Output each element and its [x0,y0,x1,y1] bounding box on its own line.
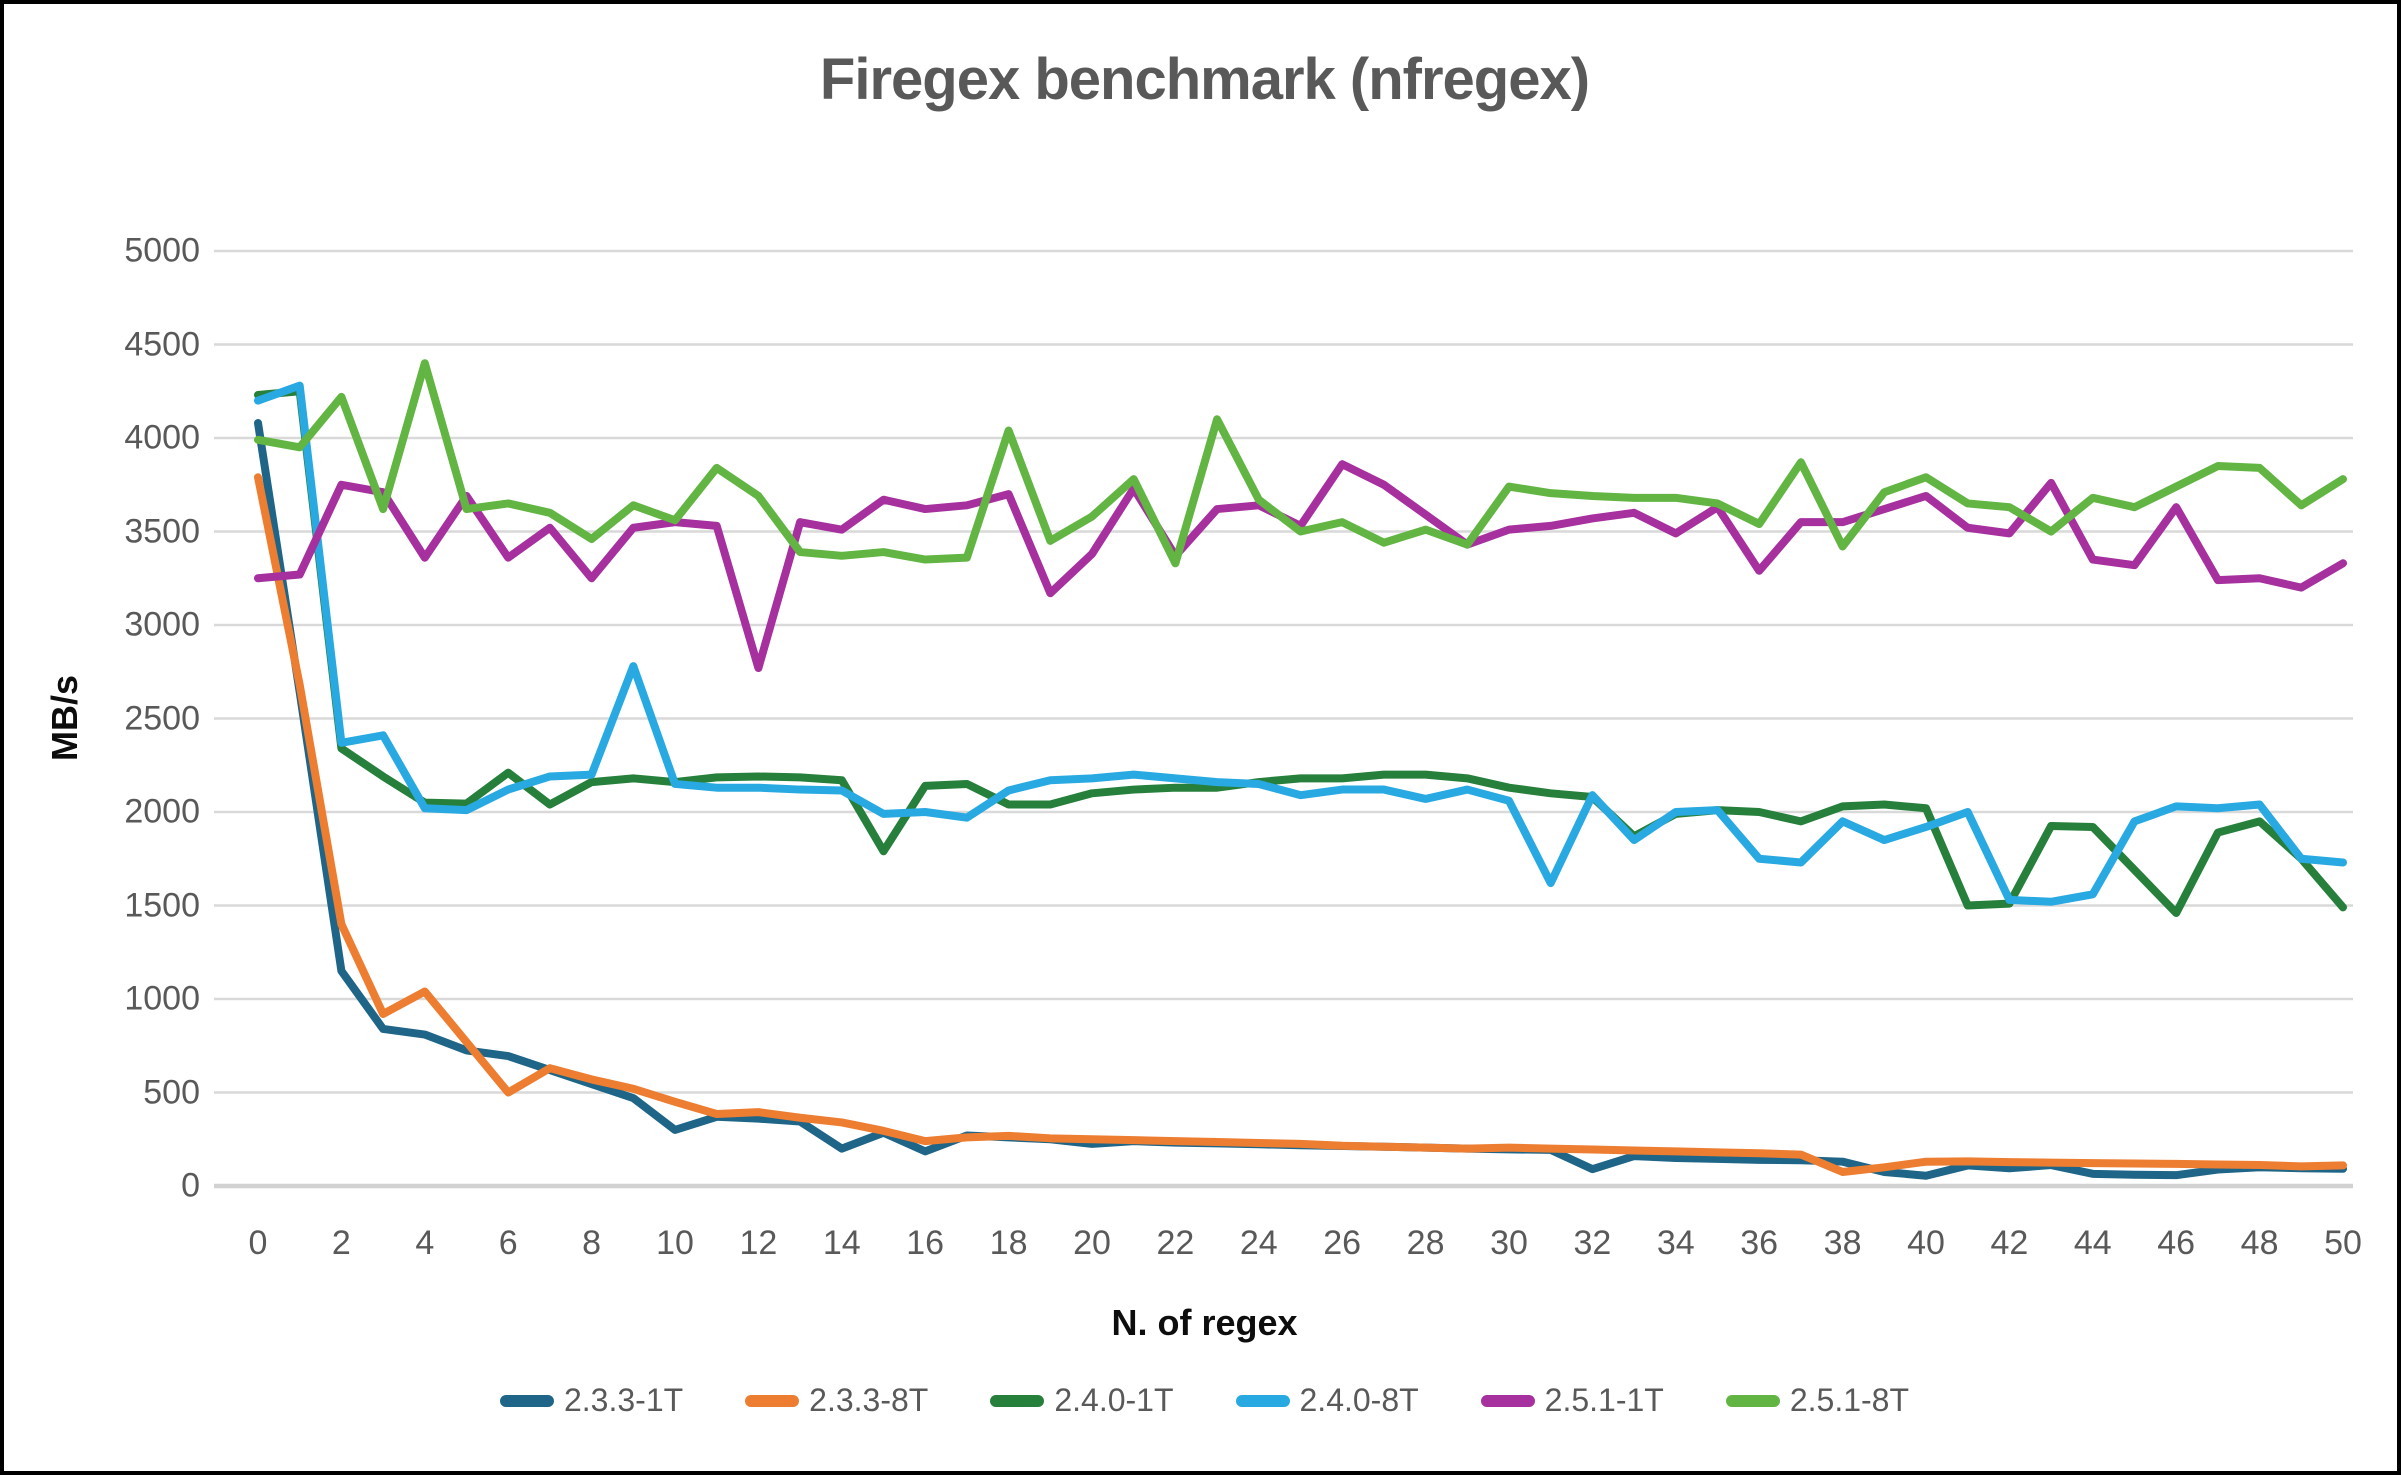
x-tick-label: 26 [1323,1224,1362,1262]
legend-item-2.4.0-1T: 2.4.0-1T [990,1382,1174,1419]
legend-item-2.5.1-8T: 2.5.1-8T [1725,1382,1910,1419]
y-tick-label: 3000 [124,605,200,644]
x-tick-label: 34 [1656,1224,1695,1262]
legend-item-2.5.1-1T: 2.5.1-1T [1480,1382,1664,1419]
legend-item-2.4.0-8T: 2.4.0-8T [1235,1382,1419,1419]
x-tick-label: 28 [1406,1224,1445,1262]
y-tick-label: 2000 [124,792,200,831]
legend-swatch-icon [745,1394,800,1407]
x-tick-label: 42 [1990,1224,2029,1262]
legend-item-2.3.3-8T: 2.3.3-8T [745,1382,928,1419]
legend-swatch-icon [990,1394,1045,1407]
x-tick-label: 20 [1073,1224,1111,1262]
x-tick-label: 50 [2324,1224,2362,1262]
x-tick-label: 18 [989,1224,1028,1262]
y-tick-label: 4000 [124,418,200,457]
legend-label: 2.3.3-8T [809,1382,929,1418]
x-tick-label: 44 [2073,1224,2112,1262]
x-tick-label: 24 [1239,1224,1278,1262]
y-tick-label: 4500 [124,325,200,363]
legend-label: 2.5.1-8T [1789,1382,1910,1418]
x-tick-label: 12 [739,1224,778,1262]
series-line-2.3.3-8T [254,473,2347,1176]
legend-swatch-icon [499,1394,554,1407]
legend-label: 2.4.0-1T [1054,1382,1174,1418]
y-tick-label: 2500 [124,699,200,737]
y-tick-label: 5000 [124,231,200,270]
legend-label: 2.3.3-1T [563,1382,684,1418]
legend: 2.3.3-1T 2.3.3-8T 2.4.0-1T 2.4.0-8T 2.5.1-1T… [4,1382,2401,1419]
x-tick-label: 2 [331,1224,351,1262]
chart-title: Firegex benchmark (nfregex) [819,47,1590,112]
x-tick-label: 30 [1490,1224,1528,1262]
x-tick-label: 10 [656,1224,694,1262]
x-tick-label: 4 [415,1224,435,1262]
series-line-2.4.0-1T [254,387,2347,917]
series-line-2.5.1-8T [254,359,2347,568]
x-tick-label: 22 [1156,1224,1195,1262]
x-tick-label: 32 [1573,1224,1612,1262]
legend-swatch-icon [1480,1394,1535,1407]
y-tick-label: 500 [143,1073,200,1111]
x-tick-label: 48 [2240,1224,2279,1262]
y-tick-label: 3500 [124,512,200,550]
x-tick-label: 36 [1740,1224,1779,1262]
x-tick-label: 16 [906,1224,945,1262]
plot-area [214,249,2353,1189]
y-tick-label: 0 [181,1166,200,1205]
series-line-2.3.3-1T [254,419,2347,1180]
y-tick-label: 1000 [124,979,200,1018]
legend-swatch-icon [1235,1394,1290,1407]
x-tick-label: 40 [1907,1224,1945,1262]
legend-label: 2.5.1-1T [1544,1382,1664,1418]
y-axis-title: MB/s [44,674,86,762]
x-axis-title: N. of regex [1111,1302,1298,1343]
x-tick-label: 46 [2157,1224,2196,1262]
x-tick-label: 6 [498,1224,518,1262]
y-tick-label: 1500 [124,886,200,924]
legend-swatch-icon [1725,1394,1780,1407]
series-line-2.4.0-8T [254,381,2347,906]
series-line-2.5.1-1T [254,460,2347,673]
legend-label: 2.4.0-8T [1299,1382,1419,1418]
x-tick-label: 0 [248,1224,268,1262]
legend-item-2.3.3-1T: 2.3.3-1T [499,1382,684,1419]
x-tick-label: 8 [582,1224,602,1262]
x-tick-label: 14 [822,1224,861,1262]
x-tick-label: 38 [1823,1224,1862,1262]
